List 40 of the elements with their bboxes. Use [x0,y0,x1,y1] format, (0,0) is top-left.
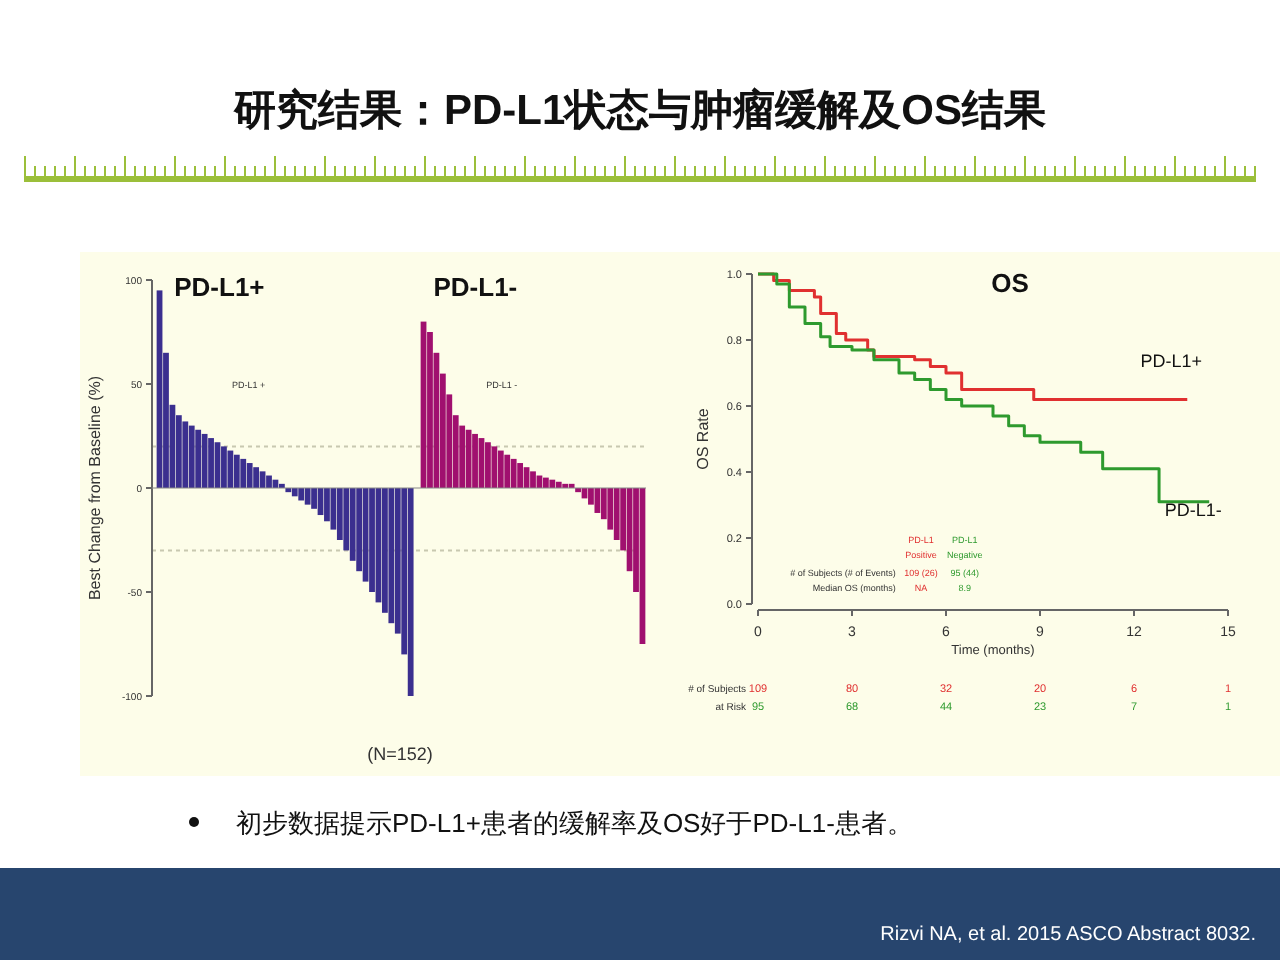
text: Rizvi NA, et al. 2015 ASCO Abstract 8032. [880,924,1256,946]
bar [182,421,189,488]
bar [208,438,214,488]
bar [195,429,202,488]
bar [588,488,594,505]
text: 初步数据提示PD-L1+患者的缓解率及OS好于PD-L1-患者。 [236,808,913,838]
bar [266,475,272,488]
series-label: PD-L1- [1164,499,1222,520]
bar [472,433,478,488]
bar [201,433,208,488]
bar [497,450,504,488]
bar [530,471,536,488]
bar [465,429,472,488]
bar [491,446,498,488]
bar [188,425,195,488]
y-axis-title: OS Rate [694,407,712,470]
series-label: PD-L1+ [1140,351,1203,372]
bar [517,463,524,488]
text: (N=152) [367,744,433,764]
chart-title: OS [991,268,1030,298]
bar [324,488,330,522]
bar [233,454,240,488]
bar [510,458,517,488]
bar [407,488,414,696]
bar [227,450,234,488]
bar [221,446,227,488]
bar [253,467,260,488]
series-label: PD-L1- [433,272,518,302]
bar [298,488,305,501]
bar [542,477,549,488]
bar [485,442,491,488]
bar [504,454,511,488]
bar [246,463,253,488]
series-label: PD-L1+ [174,272,266,302]
bar [240,458,247,488]
bar [594,488,601,513]
bar [304,488,311,505]
y-axis-title: Best Change from Baseline (%) [86,375,104,601]
text: 研究结果：PD-L1状态与肿瘤缓解及OS结果 [231,86,1047,134]
bar [311,488,317,509]
